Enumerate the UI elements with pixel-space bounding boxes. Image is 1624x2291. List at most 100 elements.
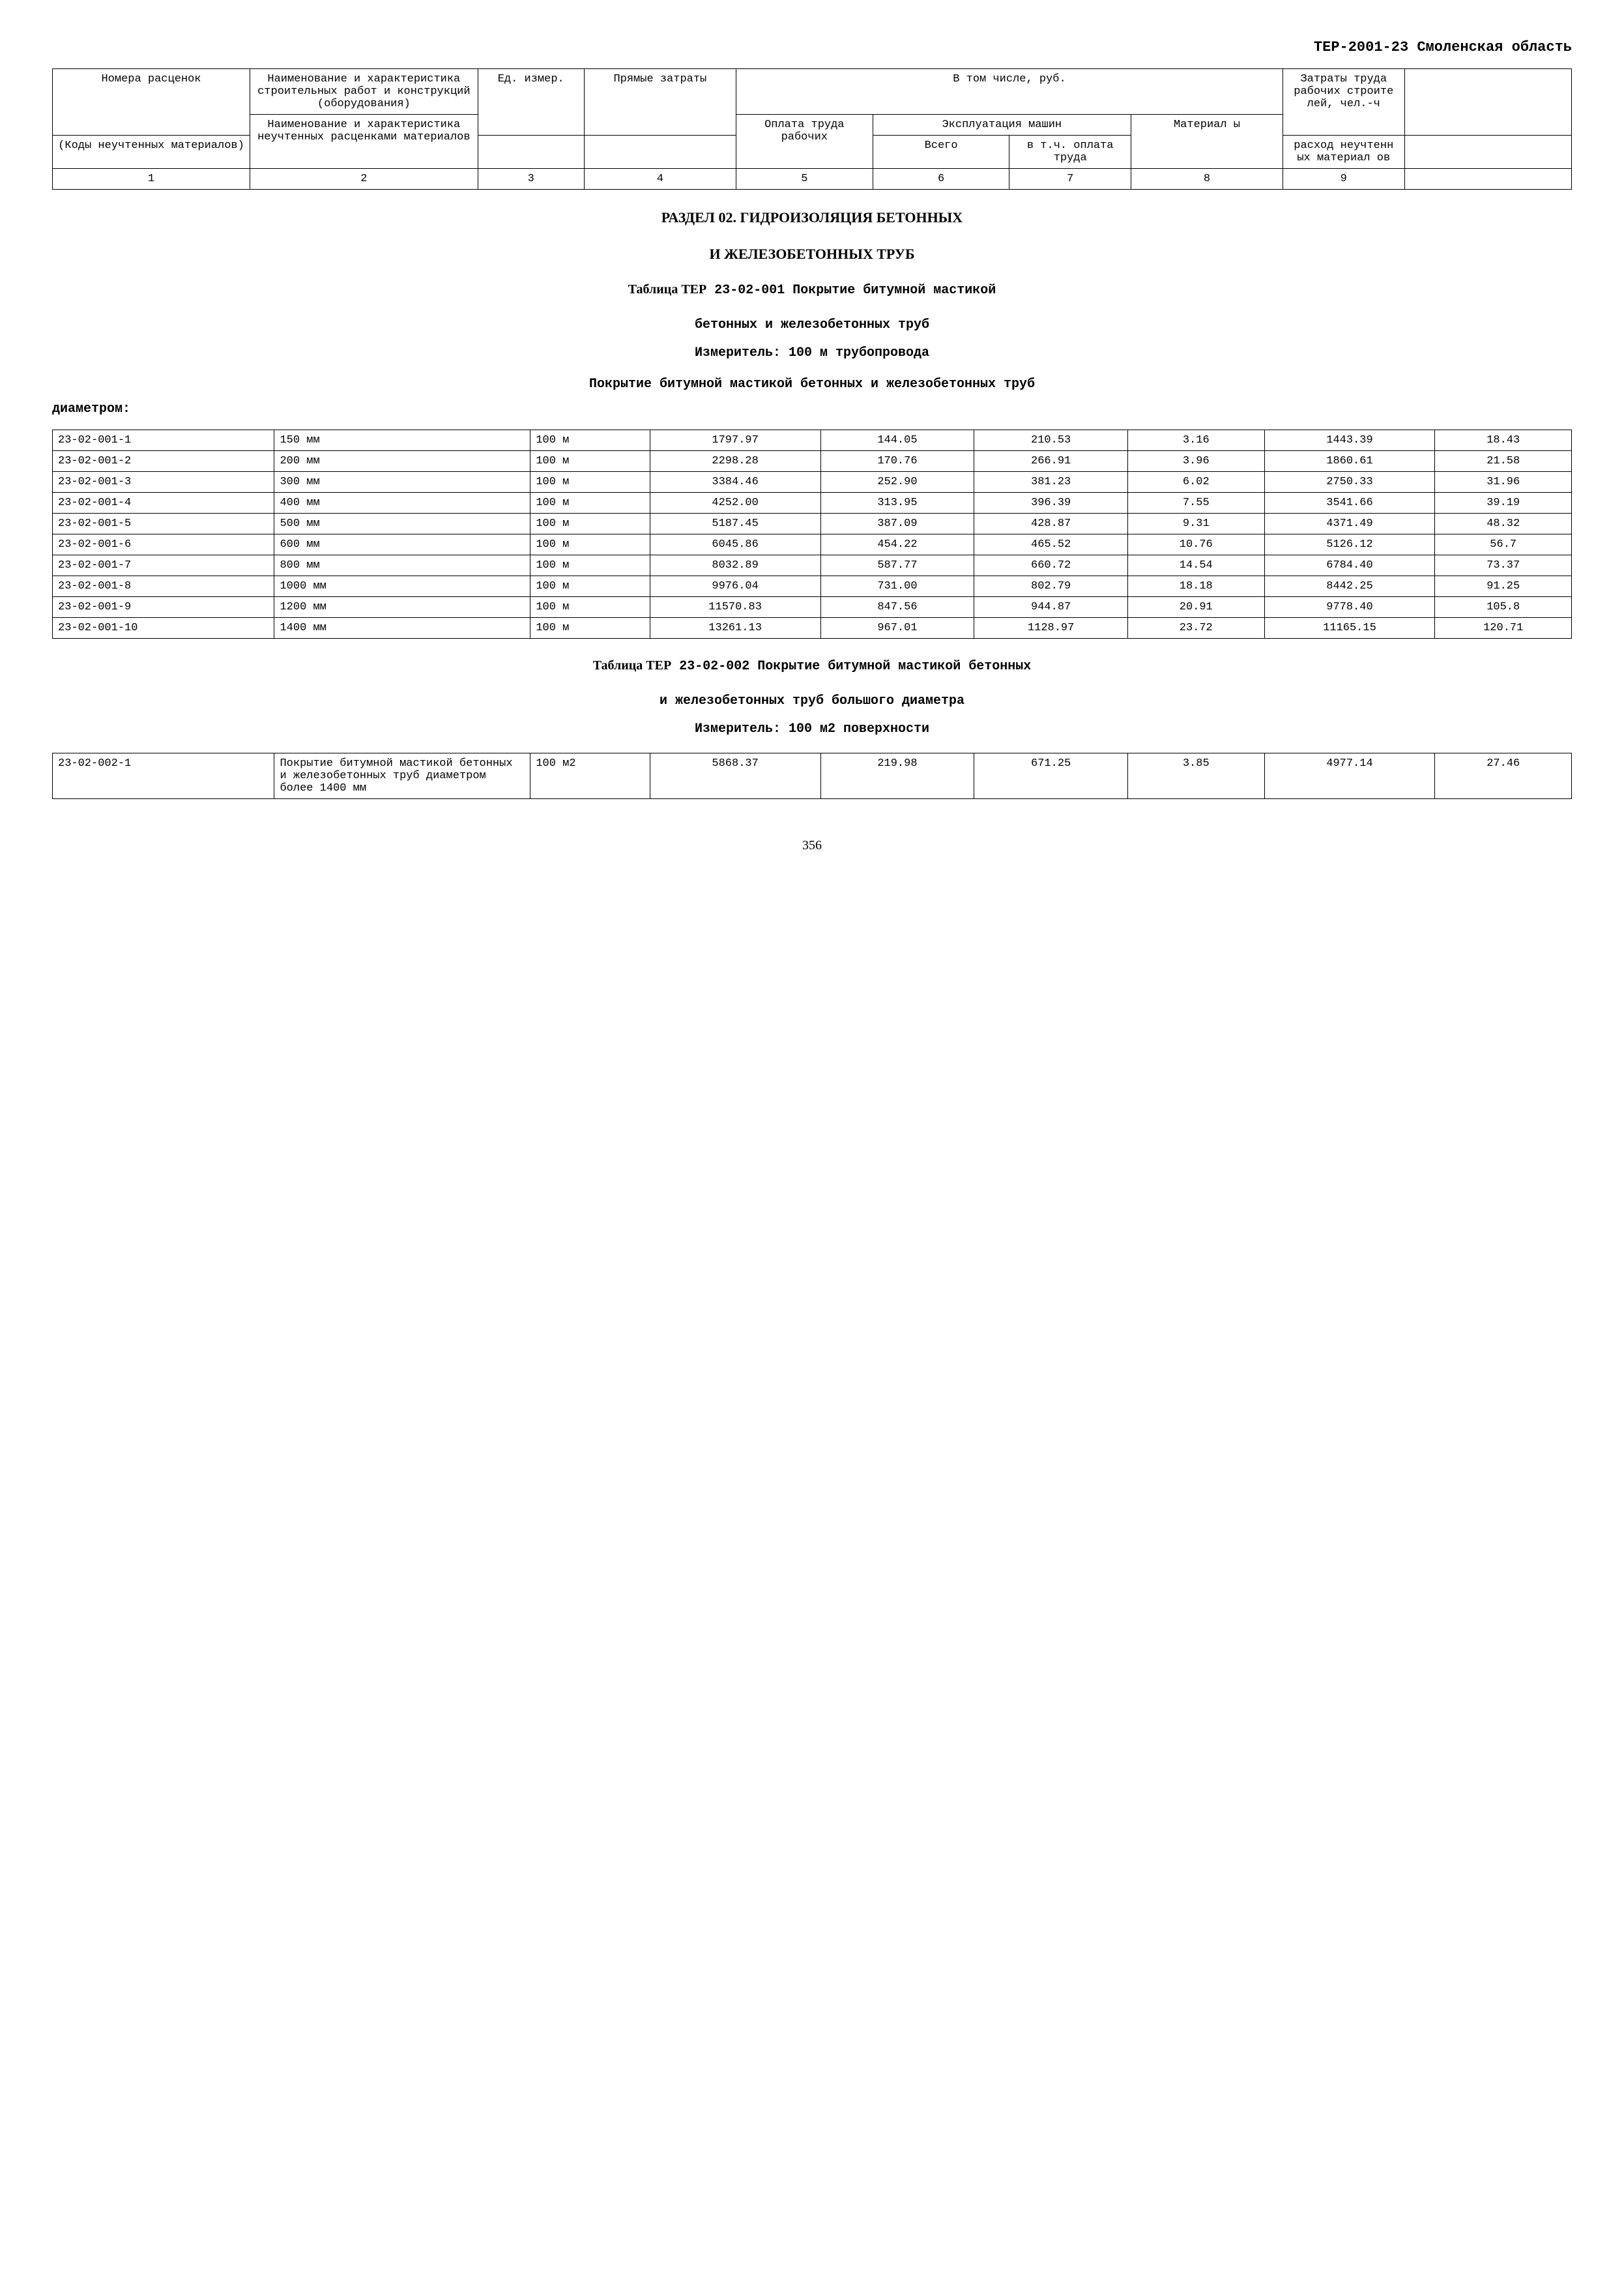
cell-c6: 396.39 <box>974 493 1128 514</box>
cell-c5: 252.90 <box>820 472 974 493</box>
cell-c8: 5126.12 <box>1264 534 1435 555</box>
cell-c9: 56.7 <box>1435 534 1572 555</box>
cell-c7: 10.76 <box>1128 534 1265 555</box>
cell-c9: 48.32 <box>1435 514 1572 534</box>
cell-c4: 3384.46 <box>650 472 820 493</box>
cell-c6: 944.87 <box>974 597 1128 618</box>
cell-c8: 2750.33 <box>1264 472 1435 493</box>
cell-c6: 210.53 <box>974 430 1128 451</box>
cell-c6: 660.72 <box>974 555 1128 576</box>
hcell-num: 1 <box>53 169 250 190</box>
hcell-num: 5 <box>736 169 873 190</box>
table2-data: 23-02-002-1Покрытие битумной мастикой бе… <box>52 753 1572 799</box>
hcell: (Коды неучтенных материалов) <box>53 136 250 169</box>
table-row: 23-02-002-1Покрытие битумной мастикой бе… <box>53 753 1572 799</box>
cell-c6: 266.91 <box>974 451 1128 472</box>
cell-c7: 3.16 <box>1128 430 1265 451</box>
cell-c4: 5187.45 <box>650 514 820 534</box>
hcell-num: 6 <box>873 169 1009 190</box>
table2-title-code: 23-02-002 Покрытие битумной мастикой бет… <box>671 659 1031 674</box>
document-header: ТЕР-2001-23 Смоленская область <box>52 39 1572 55</box>
cell-c5: 587.77 <box>820 555 974 576</box>
table2-measurer: Измеритель: 100 м2 поверхности <box>52 722 1572 737</box>
table-row: 23-02-001-2200 мм100 м2298.28170.76266.9… <box>53 451 1572 472</box>
table-row: 23-02-001-3300 мм100 м3384.46252.90381.2… <box>53 472 1572 493</box>
hcell <box>478 136 584 169</box>
cell-code: 23-02-001-5 <box>53 514 274 534</box>
table1-title-prefix: Таблица ТЕР <box>628 282 707 297</box>
cell-c7: 3.85 <box>1128 753 1265 799</box>
cell-c8: 9778.40 <box>1264 597 1435 618</box>
header-definition-table: Номера расценок Наименование и характери… <box>52 68 1572 190</box>
cell-c5: 454.22 <box>820 534 974 555</box>
table-row: 23-02-001-1150 мм100 м1797.97144.05210.5… <box>53 430 1572 451</box>
table2-title-line2: и железобетонных труб большого диаметра <box>52 693 1572 708</box>
table1-subheading2: диаметром: <box>52 401 1572 416</box>
cell-c8: 11165.15 <box>1264 618 1435 639</box>
hcell: Материал ы <box>1131 115 1283 169</box>
cell-c9: 91.25 <box>1435 576 1572 597</box>
hcell-num: 8 <box>1131 169 1283 190</box>
cell-c9: 39.19 <box>1435 493 1572 514</box>
cell-desc: 1200 мм <box>274 597 530 618</box>
cell-desc: 200 мм <box>274 451 530 472</box>
hcell-num: 2 <box>250 169 478 190</box>
cell-c5: 387.09 <box>820 514 974 534</box>
hcell: в т.ч. оплата труда <box>1009 136 1131 169</box>
cell-c7: 7.55 <box>1128 493 1265 514</box>
cell-c6: 671.25 <box>974 753 1128 799</box>
cell-c8: 8442.25 <box>1264 576 1435 597</box>
cell-code: 23-02-001-1 <box>53 430 274 451</box>
cell-desc: 500 мм <box>274 514 530 534</box>
table-row: 23-02-001-81000 мм100 м9976.04731.00802.… <box>53 576 1572 597</box>
cell-c4: 13261.13 <box>650 618 820 639</box>
hcell: Оплата труда рабочих <box>736 115 873 169</box>
cell-c5: 313.95 <box>820 493 974 514</box>
cell-c8: 3541.66 <box>1264 493 1435 514</box>
cell-c7: 23.72 <box>1128 618 1265 639</box>
cell-c4: 1797.97 <box>650 430 820 451</box>
cell-c8: 4371.49 <box>1264 514 1435 534</box>
cell-unit: 100 м <box>530 618 650 639</box>
cell-c7: 6.02 <box>1128 472 1265 493</box>
cell-c5: 847.56 <box>820 597 974 618</box>
table-row: 23-02-001-101400 мм100 м13261.13967.0111… <box>53 618 1572 639</box>
section-title-line2: И ЖЕЛЕЗОБЕТОННЫХ ТРУБ <box>52 246 1572 263</box>
cell-c9: 73.37 <box>1435 555 1572 576</box>
hcell: Наименование и характеристика неучтенных… <box>250 115 478 169</box>
cell-unit: 100 м <box>530 514 650 534</box>
cell-desc: 600 мм <box>274 534 530 555</box>
hcell-num: 3 <box>478 169 584 190</box>
hcell <box>1404 136 1572 169</box>
cell-code: 23-02-001-2 <box>53 451 274 472</box>
cell-c6: 428.87 <box>974 514 1128 534</box>
cell-unit: 100 м <box>530 576 650 597</box>
cell-c4: 9976.04 <box>650 576 820 597</box>
table-row: 23-02-001-4400 мм100 м4252.00313.95396.3… <box>53 493 1572 514</box>
table1-data: 23-02-001-1150 мм100 м1797.97144.05210.5… <box>52 430 1572 639</box>
table1-subheading: Покрытие битумной мастикой бетонных и же… <box>52 377 1572 392</box>
cell-c8: 1860.61 <box>1264 451 1435 472</box>
cell-desc: 1400 мм <box>274 618 530 639</box>
cell-unit: 100 м <box>530 493 650 514</box>
cell-unit: 100 м <box>530 555 650 576</box>
cell-c4: 2298.28 <box>650 451 820 472</box>
table2-title-prefix: Таблица ТЕР <box>593 658 672 673</box>
table1-title-code: 23-02-001 Покрытие битумной мастикой <box>706 283 996 298</box>
cell-c7: 9.31 <box>1128 514 1265 534</box>
cell-unit: 100 м <box>530 534 650 555</box>
cell-c5: 967.01 <box>820 618 974 639</box>
cell-c5: 144.05 <box>820 430 974 451</box>
cell-code: 23-02-001-9 <box>53 597 274 618</box>
hcell-num: 4 <box>584 169 736 190</box>
cell-code: 23-02-001-7 <box>53 555 274 576</box>
table-row: 23-02-001-7800 мм100 м8032.89587.77660.7… <box>53 555 1572 576</box>
table1-title: Таблица ТЕР 23-02-001 Покрытие битумной … <box>52 282 1572 298</box>
cell-c8: 6784.40 <box>1264 555 1435 576</box>
cell-c5: 170.76 <box>820 451 974 472</box>
page-number: 356 <box>52 838 1572 853</box>
hcell: Номера расценок <box>53 69 250 136</box>
cell-unit: 100 м <box>530 451 650 472</box>
table1-title-line2: бетонных и железобетонных труб <box>52 317 1572 332</box>
cell-c9: 105.8 <box>1435 597 1572 618</box>
